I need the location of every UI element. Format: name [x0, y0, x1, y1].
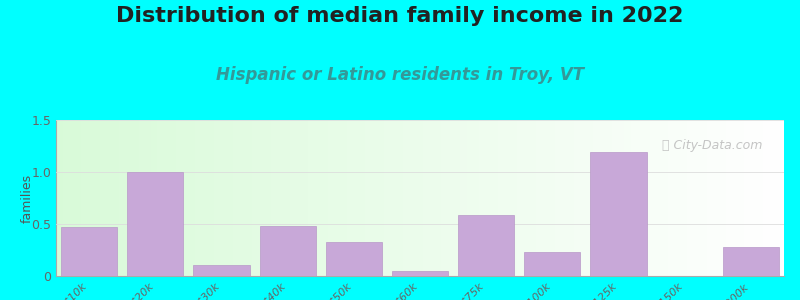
Bar [590, 152, 646, 276]
Bar [127, 172, 183, 276]
Bar [259, 226, 316, 276]
Bar [524, 252, 581, 276]
Bar [61, 227, 118, 276]
Text: Distribution of median family income in 2022: Distribution of median family income in … [116, 6, 684, 26]
Text: ⓘ City-Data.com: ⓘ City-Data.com [662, 139, 762, 152]
Text: Hispanic or Latino residents in Troy, VT: Hispanic or Latino residents in Troy, VT [216, 66, 584, 84]
Bar [392, 271, 448, 276]
Bar [194, 265, 250, 276]
Bar [326, 242, 382, 276]
Bar [458, 214, 514, 276]
Y-axis label: families: families [21, 173, 34, 223]
Bar [722, 247, 779, 276]
